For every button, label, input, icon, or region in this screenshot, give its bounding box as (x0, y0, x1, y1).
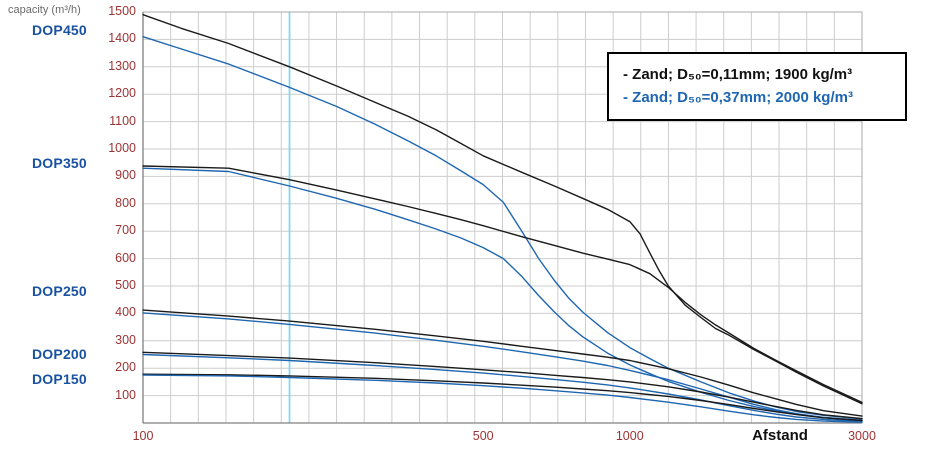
legend-box: - Zand; D₅₀=0,11mm; 1900 kg/m³ - Zand; D… (607, 52, 907, 121)
series-line-dop250-zand-d50-0-11mm-1900-kg-m3 (142, 309, 863, 417)
pump-label-dop150: DOP150 (32, 371, 87, 387)
y-tick-label: 1100 (109, 113, 136, 128)
y-tick-label: 1000 (108, 141, 136, 155)
pump-label-dop200: DOP200 (32, 346, 87, 362)
y-tick-label: 900 (115, 168, 136, 183)
y-axis-title: capacity (m³/h) (8, 4, 81, 16)
y-tick-label: 700 (115, 223, 136, 238)
y-tick-label: 1300 (108, 58, 136, 73)
legend-item-sand-037: - Zand; D₅₀=0,37mm; 2000 kg/m³ (623, 89, 853, 107)
series-line-dop200-zand-d50-0-37mm-2000-kg-m3 (142, 353, 863, 423)
y-tick-label: 600 (115, 250, 136, 265)
series-line-dop450-zand-d50-0-11mm-1900-kg-m3 (142, 14, 863, 405)
pump-label-dop350: DOP350 (32, 155, 87, 171)
y-tick-label: 200 (115, 360, 136, 375)
x-tick-label: 100 (132, 429, 154, 443)
series-line-dop200-zand-d50-0-11mm-1900-kg-m3 (142, 351, 863, 420)
pump-label-dop250: DOP250 (32, 283, 87, 299)
pump-label-dop450: DOP450 (32, 22, 87, 38)
series-line-dop450-zand-d50-0-37mm-2000-kg-m3 (142, 36, 863, 420)
series-line-dop350-zand-d50-0-11mm-1900-kg-m3 (142, 165, 863, 404)
x-tick-label: 500 (472, 429, 494, 443)
x-tick-label: 3000 (848, 429, 876, 443)
y-tick-label: 500 (115, 278, 136, 292)
series-line-dop350-zand-d50-0-37mm-2000-kg-m3 (142, 167, 863, 421)
y-tick-label: 100 (115, 387, 136, 402)
x-tick-label: 1000 (615, 429, 644, 443)
y-tick-label: 1500 (108, 4, 136, 18)
series-line-dop150-zand-d50-0-37mm-2000-kg-m3 (142, 374, 863, 423)
series-line-dop250-zand-d50-0-37mm-2000-kg-m3 (142, 312, 863, 421)
y-tick-label: 300 (115, 332, 136, 347)
legend-item-sand-011: - Zand; D₅₀=0,11mm; 1900 kg/m³ (623, 66, 853, 83)
x-axis-title: Afstand (752, 427, 808, 444)
y-tick-label: 1200 (108, 86, 136, 101)
y-tick-label: 1400 (108, 31, 136, 46)
y-tick-label: 800 (115, 195, 136, 210)
series-line-dop150-zand-d50-0-11mm-1900-kg-m3 (142, 373, 863, 422)
y-tick-label: 400 (115, 305, 136, 320)
